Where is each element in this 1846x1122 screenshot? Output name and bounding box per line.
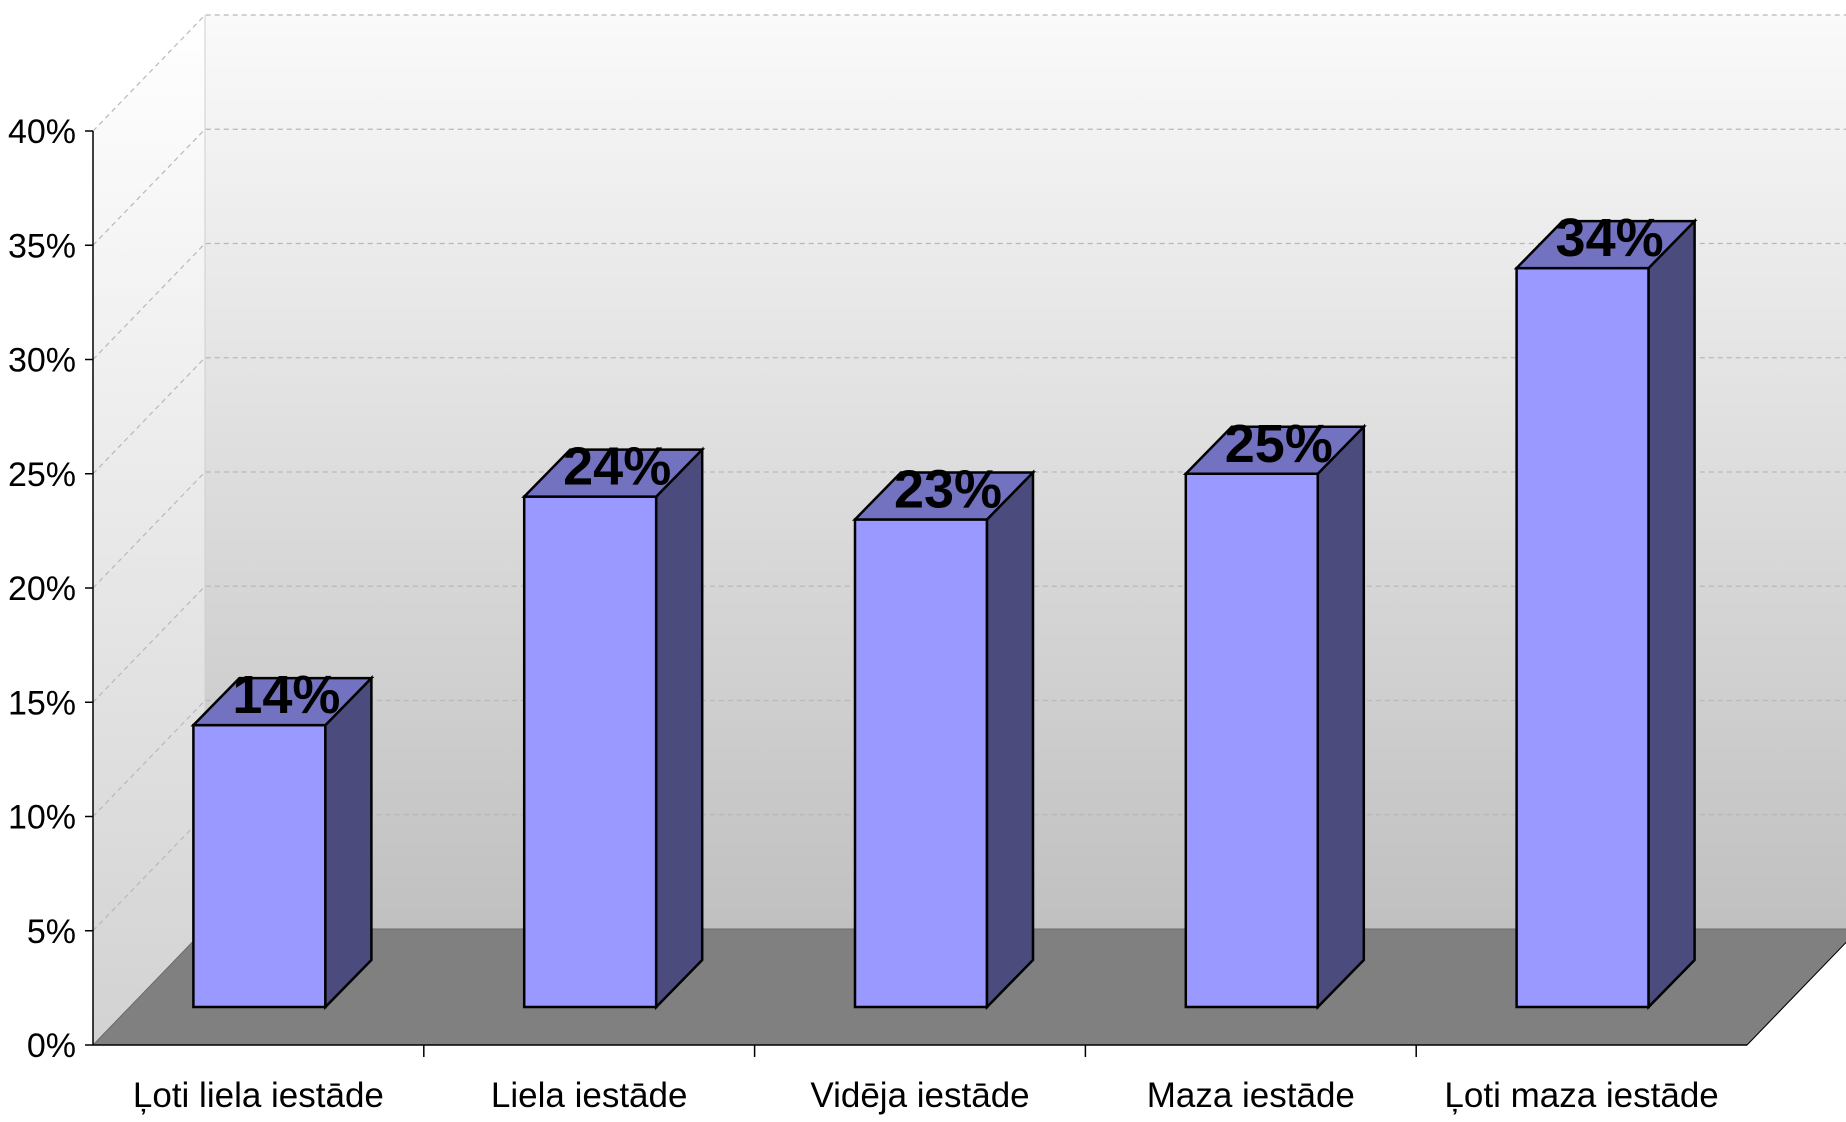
y-tick-label: 35%	[8, 227, 76, 265]
bar-front	[522, 495, 658, 1009]
y-tick-label: 20%	[8, 570, 76, 608]
bar-side	[324, 675, 373, 1011]
data-label: 34%	[1556, 208, 1664, 268]
y-tick-label: 15%	[8, 684, 76, 722]
y-tick-label: 30%	[8, 342, 76, 380]
data-label: 14%	[232, 665, 340, 725]
x-tick-label: Ļoti liela iestāde	[133, 1076, 384, 1115]
y-tick-label: 40%	[8, 113, 76, 151]
bar-front	[853, 518, 989, 1009]
y-tick-label: 25%	[8, 456, 76, 494]
bar-side	[654, 446, 704, 1011]
side-wall	[93, 15, 205, 1045]
bar-side	[985, 469, 1035, 1011]
data-label: 24%	[563, 437, 671, 497]
x-tick-label: Liela iestāde	[491, 1076, 688, 1115]
bar-side	[1316, 423, 1366, 1011]
y-tick-label: 10%	[8, 799, 76, 837]
bar-top	[852, 471, 1036, 521]
floor-right-edge	[1746, 941, 1846, 1046]
data-label: 23%	[894, 459, 1002, 519]
x-tick-label: Maza iestāde	[1147, 1076, 1355, 1115]
bar-front	[1515, 266, 1650, 1009]
bar-side	[1647, 218, 1696, 1011]
y-tick-label: 0%	[27, 1027, 76, 1065]
bar-top	[1182, 425, 1367, 475]
x-tick-label: Vidēja iestāde	[810, 1076, 1029, 1115]
bar-top	[521, 448, 706, 498]
x-tick-label: Ļoti maza iestāde	[1444, 1076, 1718, 1115]
bar-top	[190, 676, 375, 727]
data-label: 25%	[1225, 414, 1333, 474]
bar-top	[1513, 219, 1698, 270]
bar-front	[1184, 472, 1320, 1009]
y-tick-label: 5%	[27, 913, 76, 951]
bar-front	[192, 723, 327, 1009]
